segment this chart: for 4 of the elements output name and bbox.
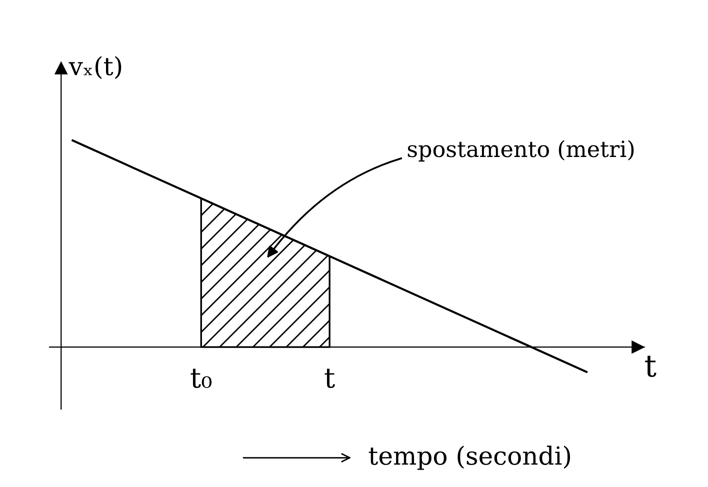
x-tick-label: t₀ <box>190 368 212 388</box>
y-axis-title: vₓ(t) <box>68 56 122 79</box>
text: tempo (secondi) <box>368 446 570 470</box>
annotation: spostamento (metri) <box>408 140 634 162</box>
